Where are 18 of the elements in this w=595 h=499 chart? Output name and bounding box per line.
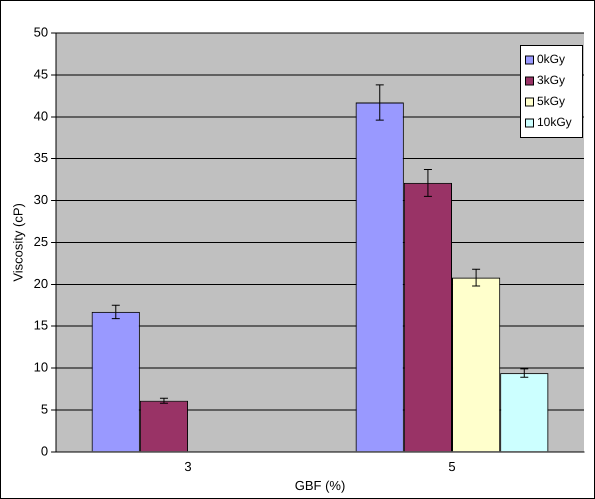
y-tick-label: 20 [34, 276, 48, 291]
legend-label: 3kGy [537, 72, 566, 87]
y-tick-label: 40 [34, 108, 48, 124]
legend-label: 0kGy [537, 52, 566, 66]
y-tick-label: 0 [40, 443, 48, 458]
legend-label: 5kGy [537, 94, 566, 108]
y-tick-label: 5 [40, 402, 48, 416]
y-tick-label: 35 [34, 150, 48, 166]
y-tick-label: 45 [34, 66, 48, 82]
y-tick-label: 15 [34, 318, 48, 333]
y-tick-label: 10 [34, 360, 48, 375]
y-tick-label: 30 [34, 192, 48, 208]
y-axis-title: Viscosity (cP) [10, 203, 26, 282]
y-tick-label: 50 [34, 24, 48, 40]
x-axis-title: GBF (%) [294, 478, 346, 493]
legend-label: 10kGy [537, 114, 572, 129]
y-tick-label: 25 [34, 234, 48, 249]
x-tick-label: 3 [184, 459, 192, 474]
